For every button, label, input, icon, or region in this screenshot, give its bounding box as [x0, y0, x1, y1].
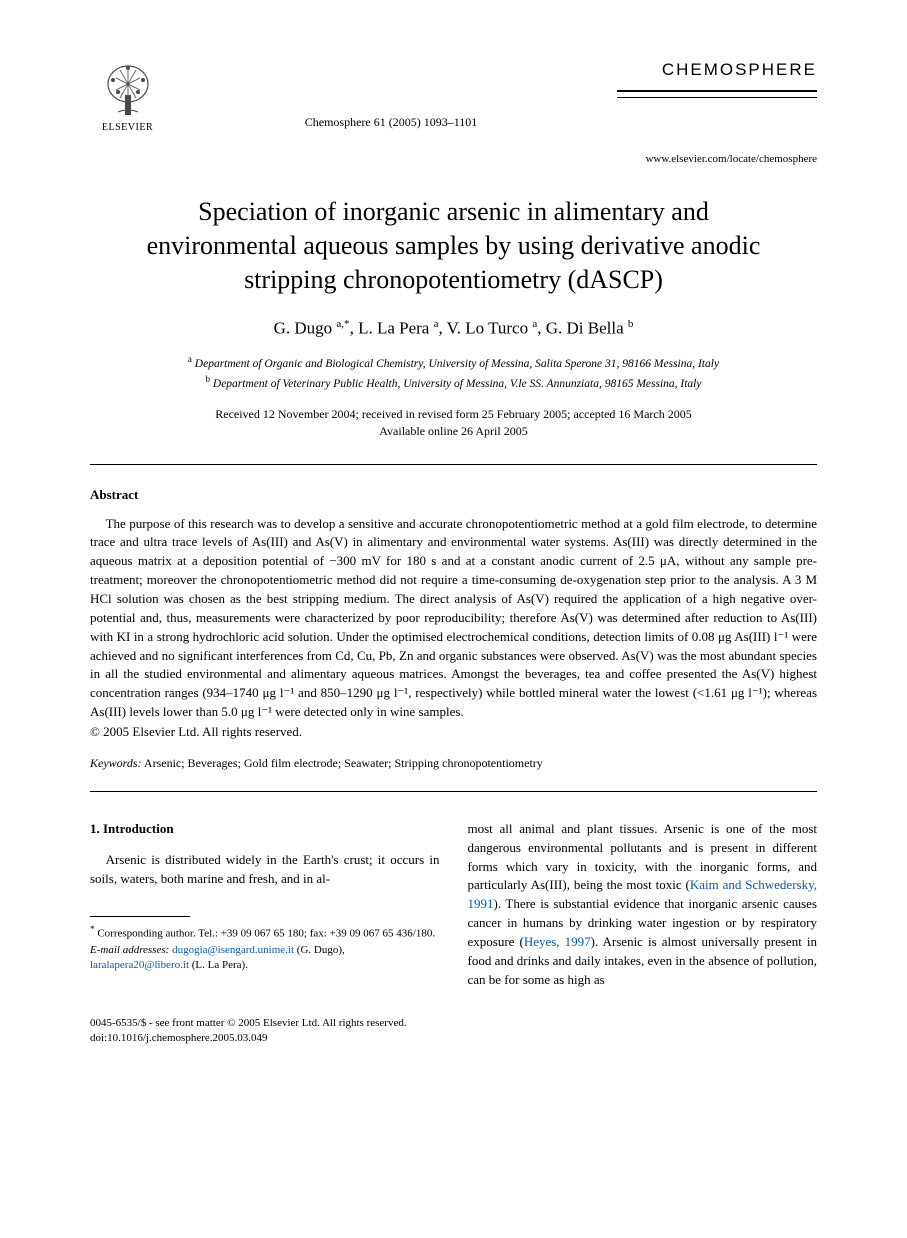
intro-para-right: most all animal and plant tissues. Arsen… — [468, 820, 818, 990]
rule-bottom — [90, 791, 817, 792]
journal-reference: Chemosphere 61 (2005) 1093–1101 — [165, 60, 617, 130]
email-link-1[interactable]: dugogia@isengard.unime.it — [172, 944, 294, 956]
locate-url: www.elsevier.com/locate/chemosphere — [90, 153, 817, 165]
dates: Received 12 November 2004; received in r… — [90, 406, 817, 440]
footnote-rule — [90, 916, 190, 917]
brand-rule — [617, 90, 817, 98]
elsevier-tree-icon — [98, 60, 158, 120]
page: ELSEVIER Chemosphere 61 (2005) 1093–1101… — [0, 0, 907, 1096]
corresponding-author: Corresponding author. Tel.: +39 09 067 6… — [97, 928, 435, 940]
keywords: Keywords: Arsenic; Beverages; Gold film … — [90, 756, 817, 771]
publisher-name: ELSEVIER — [102, 122, 153, 133]
body-columns: 1. Introduction Arsenic is distributed w… — [90, 820, 817, 990]
reference-link-2[interactable]: Heyes, 1997 — [524, 934, 591, 949]
email-label: E-mail addresses: — [90, 944, 169, 956]
affiliation-a: Department of Organic and Biological Che… — [195, 358, 719, 370]
authors: G. Dugo a,*, L. La Pera a, V. Lo Turco a… — [90, 318, 817, 339]
footnotes: * Corresponding author. Tel.: +39 09 067… — [90, 923, 440, 973]
doi: doi:10.1016/j.chemosphere.2005.03.049 — [90, 1031, 817, 1046]
article-title: Speciation of inorganic arsenic in alime… — [120, 195, 787, 296]
journal-brand-block: CHEMOSPHERE — [617, 60, 817, 98]
dates-line1: Received 12 November 2004; received in r… — [90, 406, 817, 423]
elsevier-logo: ELSEVIER — [90, 60, 165, 145]
column-left: 1. Introduction Arsenic is distributed w… — [90, 820, 440, 990]
abstract-heading: Abstract — [90, 487, 817, 503]
email-who-2: (L. La Pera). — [192, 959, 248, 971]
copyright: © 2005 Elsevier Ltd. All rights reserved… — [90, 724, 817, 740]
email-who-1: (G. Dugo), — [297, 944, 345, 956]
header-row: ELSEVIER Chemosphere 61 (2005) 1093–1101… — [90, 60, 817, 145]
affiliation-b: Department of Veterinary Public Health, … — [213, 377, 702, 389]
rule-top — [90, 464, 817, 465]
intro-heading: 1. Introduction — [90, 820, 440, 839]
intro-para-left: Arsenic is distributed widely in the Ear… — [90, 851, 440, 889]
affiliations: a Department of Organic and Biological C… — [90, 353, 817, 392]
front-matter: 0045-6535/$ - see front matter © 2005 El… — [90, 1016, 817, 1031]
keywords-label: Keywords: — [90, 756, 142, 770]
keywords-text: Arsenic; Beverages; Gold film electrode;… — [144, 756, 543, 770]
bottom-meta: 0045-6535/$ - see front matter © 2005 El… — [90, 1016, 817, 1047]
column-right: most all animal and plant tissues. Arsen… — [468, 820, 818, 990]
abstract-body: The purpose of this research was to deve… — [90, 515, 817, 722]
email-link-2[interactable]: laralapera20@libero.it — [90, 959, 189, 971]
journal-brand-name: CHEMOSPHERE — [617, 60, 817, 80]
dates-line2: Available online 26 April 2005 — [90, 423, 817, 440]
